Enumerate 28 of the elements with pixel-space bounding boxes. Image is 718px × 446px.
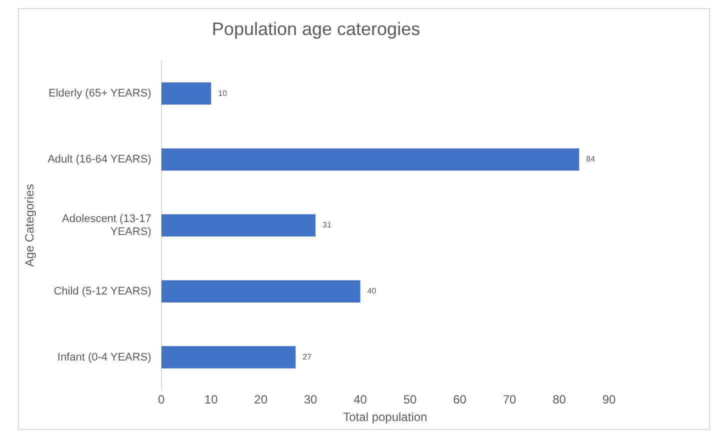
x-tick-label: 20 — [254, 392, 268, 407]
x-tick-label: 60 — [453, 392, 467, 407]
y-tick-label: Adult (16-64 YEARS) — [48, 154, 152, 166]
y-tick-label: Adolescent (13-17 YEARS) — [62, 212, 152, 238]
x-tick-label: 90 — [602, 392, 616, 407]
x-tick-label: 40 — [354, 392, 368, 407]
data-label: 10 — [218, 88, 228, 98]
bar — [161, 346, 296, 368]
bar — [161, 280, 360, 302]
x-tick-label: 30 — [304, 392, 318, 407]
bar — [161, 214, 316, 237]
y-tick-label: Infant (0-4 YEARS) — [57, 351, 152, 364]
y-axis-title: Age Categories — [22, 184, 37, 267]
data-label: 40 — [367, 286, 377, 296]
y-tick-label: Child (5-12 YEARS) — [54, 285, 152, 298]
x-tick-label: 70 — [502, 392, 517, 407]
data-label: 84 — [586, 154, 596, 164]
data-label: 31 — [322, 220, 332, 230]
bar — [161, 82, 212, 105]
x-tick-label: 80 — [552, 392, 566, 407]
bar — [161, 148, 580, 171]
x-tick-label: 50 — [403, 392, 418, 407]
x-tick-label: 0 — [158, 392, 165, 407]
chart-title: Population age caterogies — [212, 18, 420, 39]
x-axis-title: Total population — [343, 410, 428, 424]
y-tick-label: Elderly (65+ YEARS) — [48, 88, 152, 100]
x-tick-label: 10 — [204, 392, 218, 407]
data-label: 27 — [302, 352, 312, 362]
